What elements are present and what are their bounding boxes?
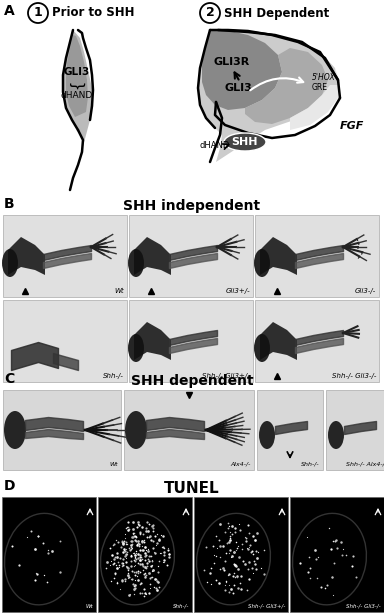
FancyBboxPatch shape — [3, 390, 121, 470]
FancyBboxPatch shape — [255, 300, 379, 382]
Polygon shape — [134, 237, 171, 275]
Ellipse shape — [2, 249, 18, 277]
Polygon shape — [260, 322, 297, 360]
FancyBboxPatch shape — [290, 497, 384, 612]
Text: A: A — [4, 4, 15, 18]
Ellipse shape — [254, 334, 270, 362]
Text: Wt: Wt — [85, 604, 93, 609]
FancyBboxPatch shape — [129, 300, 253, 382]
Polygon shape — [198, 30, 338, 162]
FancyBboxPatch shape — [3, 300, 127, 382]
Ellipse shape — [254, 249, 270, 277]
Text: Gli3+/-: Gli3+/- — [225, 288, 250, 294]
FancyBboxPatch shape — [98, 497, 192, 612]
Text: Shh-/- Gli3-/-: Shh-/- Gli3-/- — [332, 373, 376, 379]
Text: TUNEL: TUNEL — [164, 481, 220, 496]
Text: Shh-/-: Shh-/- — [173, 604, 189, 609]
Text: SHH independent: SHH independent — [123, 199, 261, 213]
FancyBboxPatch shape — [326, 390, 384, 470]
FancyBboxPatch shape — [129, 215, 253, 297]
Polygon shape — [63, 30, 93, 165]
Polygon shape — [202, 30, 282, 110]
Text: 2: 2 — [205, 7, 214, 20]
Text: C: C — [4, 372, 14, 386]
Text: Prior to SHH: Prior to SHH — [52, 7, 134, 20]
Text: Gli3-/-: Gli3-/- — [355, 288, 376, 294]
Text: dHAND: dHAND — [61, 92, 93, 100]
FancyBboxPatch shape — [2, 497, 96, 612]
Ellipse shape — [328, 421, 344, 449]
Ellipse shape — [128, 249, 144, 277]
Text: B: B — [4, 197, 15, 211]
Text: Wt: Wt — [114, 288, 124, 294]
Polygon shape — [260, 237, 297, 275]
FancyBboxPatch shape — [124, 390, 254, 470]
Text: D: D — [4, 479, 15, 493]
Text: Shh-/- Alx4-/-: Shh-/- Alx4-/- — [346, 462, 384, 467]
Polygon shape — [245, 48, 328, 124]
Polygon shape — [8, 237, 45, 275]
FancyBboxPatch shape — [255, 215, 379, 297]
Text: dHAND: dHAND — [200, 141, 230, 151]
Text: SHH Dependent: SHH Dependent — [224, 7, 329, 20]
Text: Alx4-/-: Alx4-/- — [231, 462, 251, 467]
Text: SHH: SHH — [232, 137, 258, 147]
Text: GLI3R: GLI3R — [214, 57, 250, 67]
Text: GLI3: GLI3 — [64, 67, 90, 77]
Text: Shh-/- Gli3+/-: Shh-/- Gli3+/- — [248, 604, 285, 609]
Ellipse shape — [4, 411, 26, 449]
Ellipse shape — [125, 411, 147, 449]
Circle shape — [28, 3, 48, 23]
Ellipse shape — [128, 334, 144, 362]
Text: Shh-/- Gli3-/-: Shh-/- Gli3-/- — [346, 604, 381, 609]
Circle shape — [200, 3, 220, 23]
Text: FGF: FGF — [340, 121, 364, 131]
Ellipse shape — [224, 133, 266, 151]
Polygon shape — [290, 68, 340, 130]
Polygon shape — [134, 322, 171, 360]
Polygon shape — [66, 35, 88, 117]
FancyBboxPatch shape — [257, 390, 323, 470]
Text: GRE: GRE — [312, 82, 328, 92]
FancyBboxPatch shape — [194, 497, 288, 612]
Text: Shh-/-: Shh-/- — [301, 462, 320, 467]
Text: Shh-/-: Shh-/- — [103, 373, 124, 379]
Text: 5'HOX: 5'HOX — [312, 74, 336, 82]
Text: Shh-/- Gli3+/-: Shh-/- Gli3+/- — [202, 373, 250, 379]
Text: 1: 1 — [34, 7, 42, 20]
Text: Wt: Wt — [109, 462, 118, 467]
Ellipse shape — [259, 421, 275, 449]
Text: {: { — [70, 79, 84, 89]
Text: SHH dependent: SHH dependent — [131, 374, 253, 388]
FancyBboxPatch shape — [3, 215, 127, 297]
Text: GLI3: GLI3 — [224, 83, 252, 93]
